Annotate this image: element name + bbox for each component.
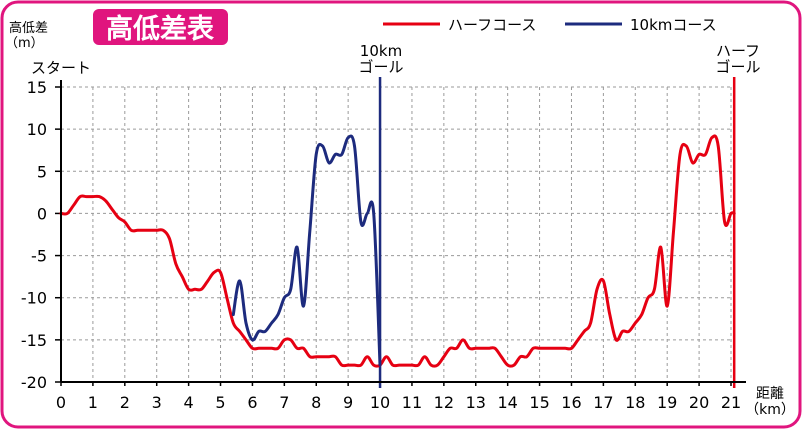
ten-goal-annotation-line2: ゴール bbox=[358, 58, 403, 76]
x-axis-label-line2: （km） bbox=[745, 402, 795, 418]
x-tick-label: 9 bbox=[343, 393, 353, 412]
y-axis-label-line1: 高低差 bbox=[9, 20, 48, 36]
x-tick-label: 2 bbox=[120, 393, 130, 412]
y-tick-label: -15 bbox=[21, 331, 47, 350]
series-line-ten bbox=[231, 134, 382, 367]
chart-title: 高低差表 bbox=[106, 13, 214, 45]
y-axis-label-line2: （m） bbox=[5, 36, 44, 51]
x-tick-label: 6 bbox=[247, 393, 257, 412]
legend-ten-label: 10kmコース bbox=[630, 16, 717, 34]
x-tick-label: 15 bbox=[529, 393, 549, 412]
axes bbox=[60, 80, 746, 383]
x-tick-label: 4 bbox=[184, 393, 194, 412]
half-goal-annotation-line2: ゴール bbox=[715, 58, 760, 76]
half-goal-annotation-line1: ハーフ bbox=[716, 42, 760, 60]
y-tick-label: 15 bbox=[27, 78, 47, 97]
start-annotation: スタート bbox=[31, 59, 91, 77]
x-tick-label: 14 bbox=[497, 393, 517, 412]
x-tick-label: 13 bbox=[466, 393, 486, 412]
series-lines bbox=[59, 134, 736, 368]
legend: ハーフコース 10kmコース bbox=[383, 16, 717, 34]
title-badge bbox=[93, 9, 228, 45]
x-tick-label: 18 bbox=[625, 393, 645, 412]
x-tick-label: 12 bbox=[434, 393, 454, 412]
x-tick-label: 19 bbox=[657, 393, 677, 412]
x-axis-label-line1: 距離 bbox=[756, 385, 784, 402]
x-tick-label: 11 bbox=[402, 393, 422, 412]
x-tick-label: 17 bbox=[593, 393, 613, 412]
x-tick-label: 0 bbox=[56, 393, 66, 412]
y-tick-label: 0 bbox=[37, 204, 47, 223]
x-tick-label: 16 bbox=[561, 393, 581, 412]
y-tick-label: 10 bbox=[27, 120, 47, 139]
x-tick-label: 5 bbox=[215, 393, 225, 412]
x-tick-label: 7 bbox=[279, 393, 289, 412]
legend-half-label: ハーフコース bbox=[448, 16, 536, 34]
tick-labels: 0 1 2 3 4 5 6 7 8 9 10 11 12 13 14 15 16 17 18 19 20 21-20-15… bbox=[21, 78, 741, 412]
y-tick-label: 5 bbox=[37, 162, 47, 181]
y-tick-label: -20 bbox=[21, 373, 47, 392]
x-tick-label: 3 bbox=[152, 393, 162, 412]
x-tick-label: 20 bbox=[689, 393, 709, 412]
y-tick-label: -5 bbox=[31, 247, 47, 266]
x-tick-label: 21 bbox=[721, 393, 741, 412]
ten-goal-annotation-line1: 10km bbox=[360, 42, 402, 60]
x-tick-label: 1 bbox=[88, 393, 98, 412]
x-tick-label: 8 bbox=[311, 393, 321, 412]
x-tick-label: 10 bbox=[370, 393, 390, 412]
y-tick-label: -10 bbox=[21, 289, 47, 308]
series-line-half bbox=[59, 134, 736, 368]
